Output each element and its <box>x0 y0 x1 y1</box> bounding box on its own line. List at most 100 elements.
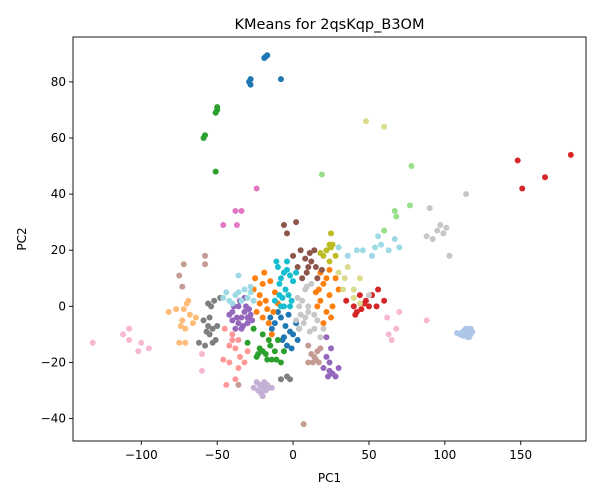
chart-title: KMeans for 2qsKqp_B3OM <box>235 17 425 33</box>
data-point-cluster-14 <box>195 339 202 346</box>
data-point-cluster-8 <box>324 373 331 380</box>
data-point-cluster-19 <box>235 272 242 279</box>
data-point-cluster-6 <box>381 297 388 304</box>
data-point-cluster-7 <box>226 359 233 366</box>
data-point-cluster-8 <box>326 367 333 374</box>
data-point-cluster-1 <box>453 329 460 336</box>
data-point-cluster-6 <box>542 174 549 181</box>
data-point-cluster-2 <box>265 320 272 327</box>
data-point-cluster-13 <box>199 367 206 374</box>
data-point-cluster-2 <box>262 297 269 304</box>
data-point-cluster-13 <box>89 339 96 346</box>
data-point-cluster-15 <box>296 303 303 310</box>
data-point-cluster-2 <box>320 280 327 287</box>
data-point-cluster-5 <box>406 202 413 209</box>
data-point-cluster-3 <box>182 339 189 346</box>
data-point-cluster-6 <box>350 303 357 310</box>
data-point-cluster-1 <box>460 332 467 339</box>
data-point-cluster-8 <box>244 314 251 321</box>
data-point-cluster-7 <box>226 342 233 349</box>
data-point-cluster-10 <box>311 247 318 254</box>
data-point-cluster-15 <box>296 325 303 332</box>
data-point-cluster-2 <box>314 303 321 310</box>
data-point-cluster-6 <box>519 185 526 192</box>
data-point-cluster-13 <box>384 314 391 321</box>
data-point-cluster-7 <box>236 353 243 360</box>
data-point-cluster-18 <box>276 280 283 287</box>
data-point-cluster-6 <box>567 151 574 158</box>
data-point-cluster-8 <box>229 317 236 324</box>
data-point-cluster-19 <box>335 244 342 251</box>
data-point-cluster-4 <box>273 356 280 363</box>
y-tick-label: 20 <box>51 243 66 257</box>
data-point-cluster-13 <box>138 339 145 346</box>
data-point-cluster-9 <box>264 381 271 388</box>
data-point-cluster-3 <box>179 317 186 324</box>
data-point-cluster-18 <box>293 269 300 276</box>
data-point-cluster-10 <box>299 275 306 282</box>
data-point-cluster-7 <box>241 359 248 366</box>
data-point-cluster-15 <box>311 325 318 332</box>
data-point-cluster-15 <box>305 308 312 315</box>
data-point-cluster-9 <box>253 379 260 386</box>
data-point-cluster-13 <box>388 337 395 343</box>
data-point-cluster-19 <box>229 300 236 307</box>
data-point-cluster-2 <box>259 314 266 321</box>
data-point-cluster-15 <box>294 294 301 301</box>
data-point-cluster-17 <box>340 286 347 293</box>
data-point-cluster-19 <box>250 297 257 304</box>
data-point-cluster-12 <box>233 221 240 228</box>
data-point-cluster-15 <box>306 328 313 335</box>
data-point-cluster-0 <box>277 76 284 83</box>
data-point-cluster-12 <box>232 207 239 214</box>
data-point-cluster-10 <box>293 219 300 226</box>
data-point-cluster-14 <box>206 331 213 338</box>
data-point-cluster-6 <box>352 311 359 318</box>
data-point-cluster-15 <box>303 283 310 290</box>
data-point-cluster-6 <box>343 297 350 304</box>
data-point-cluster-4 <box>267 342 274 349</box>
x-axis-label: PC1 <box>318 471 341 485</box>
data-point-cluster-3 <box>189 320 196 327</box>
data-point-cluster-4 <box>202 132 209 139</box>
data-point-cluster-19 <box>359 247 366 254</box>
data-point-cluster-2 <box>270 308 277 315</box>
data-point-cluster-10 <box>297 247 304 254</box>
data-point-cluster-3 <box>182 325 189 332</box>
data-point-cluster-0 <box>294 337 301 343</box>
data-point-cluster-18 <box>288 297 295 304</box>
data-point-cluster-19 <box>385 247 392 254</box>
data-point-cluster-11 <box>305 342 312 349</box>
data-point-cluster-0 <box>279 337 286 343</box>
data-point-cluster-0 <box>274 308 281 315</box>
data-point-cluster-7 <box>235 337 242 343</box>
data-point-cluster-15 <box>463 191 470 198</box>
data-point-cluster-9 <box>250 384 257 391</box>
data-point-cluster-17 <box>350 286 357 293</box>
data-point-cluster-18 <box>285 292 292 299</box>
data-point-cluster-15 <box>440 230 447 237</box>
data-point-cluster-4 <box>265 337 272 343</box>
data-point-cluster-4 <box>214 104 221 111</box>
data-point-cluster-14 <box>287 376 294 383</box>
data-point-cluster-8 <box>232 325 239 332</box>
data-point-cluster-15 <box>297 311 304 318</box>
data-point-cluster-4 <box>274 337 281 343</box>
data-point-cluster-2 <box>253 308 260 315</box>
data-point-cluster-11 <box>317 345 324 352</box>
data-point-cluster-13 <box>145 345 152 352</box>
data-point-cluster-2 <box>267 278 274 285</box>
data-point-cluster-7 <box>223 381 230 388</box>
data-point-cluster-15 <box>320 325 327 332</box>
data-point-cluster-14 <box>208 303 215 310</box>
data-point-cluster-18 <box>290 278 297 285</box>
data-point-cluster-12 <box>220 221 227 228</box>
data-point-cluster-14 <box>202 342 209 349</box>
data-point-cluster-19 <box>396 244 403 251</box>
data-point-cluster-4 <box>250 325 257 332</box>
y-axis-ticks: −40 −20 0 20 40 60 80 <box>41 75 73 426</box>
data-point-cluster-15 <box>305 303 312 310</box>
data-point-cluster-19 <box>238 297 245 304</box>
data-point-cluster-15 <box>317 334 324 341</box>
data-point-cluster-4 <box>268 356 275 363</box>
